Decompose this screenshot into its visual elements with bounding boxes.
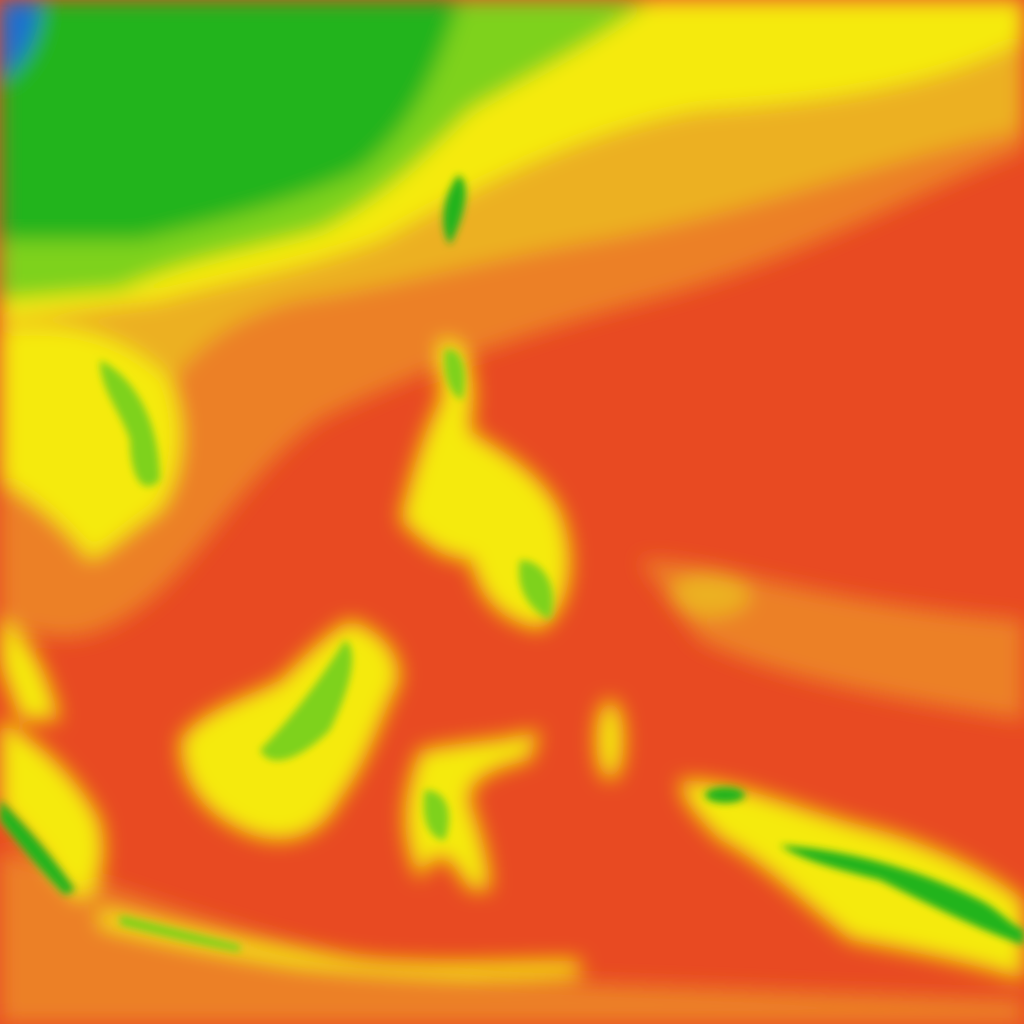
- landmass-sulawesi: [405, 730, 540, 890]
- green-core: [0, 0, 460, 240]
- landmass-new-guinea: [680, 780, 1024, 980]
- landmass-java: [100, 910, 580, 977]
- java-highland: [120, 915, 240, 952]
- borneo-highland: [260, 640, 353, 761]
- landmass-indochina: [0, 326, 181, 560]
- island-warm-spot: [670, 573, 750, 617]
- taiwan: [443, 175, 466, 245]
- landmass-malaya: [0, 620, 60, 720]
- landmass-sumatra: [0, 720, 104, 900]
- orange-south: [0, 850, 1024, 1024]
- cold-corner: [0, 0, 40, 80]
- island-warm-spot: [596, 700, 624, 780]
- indochina-highland: [100, 360, 160, 487]
- sumatra-highland: [0, 800, 75, 895]
- mindanao-highland: [519, 560, 554, 620]
- luzon-highland: [444, 349, 465, 400]
- sulawesi-highland: [423, 790, 449, 840]
- new-guinea-highland: [780, 845, 1024, 945]
- new-guinea-bird-head: [705, 787, 745, 803]
- landmass-philippines: [400, 340, 571, 630]
